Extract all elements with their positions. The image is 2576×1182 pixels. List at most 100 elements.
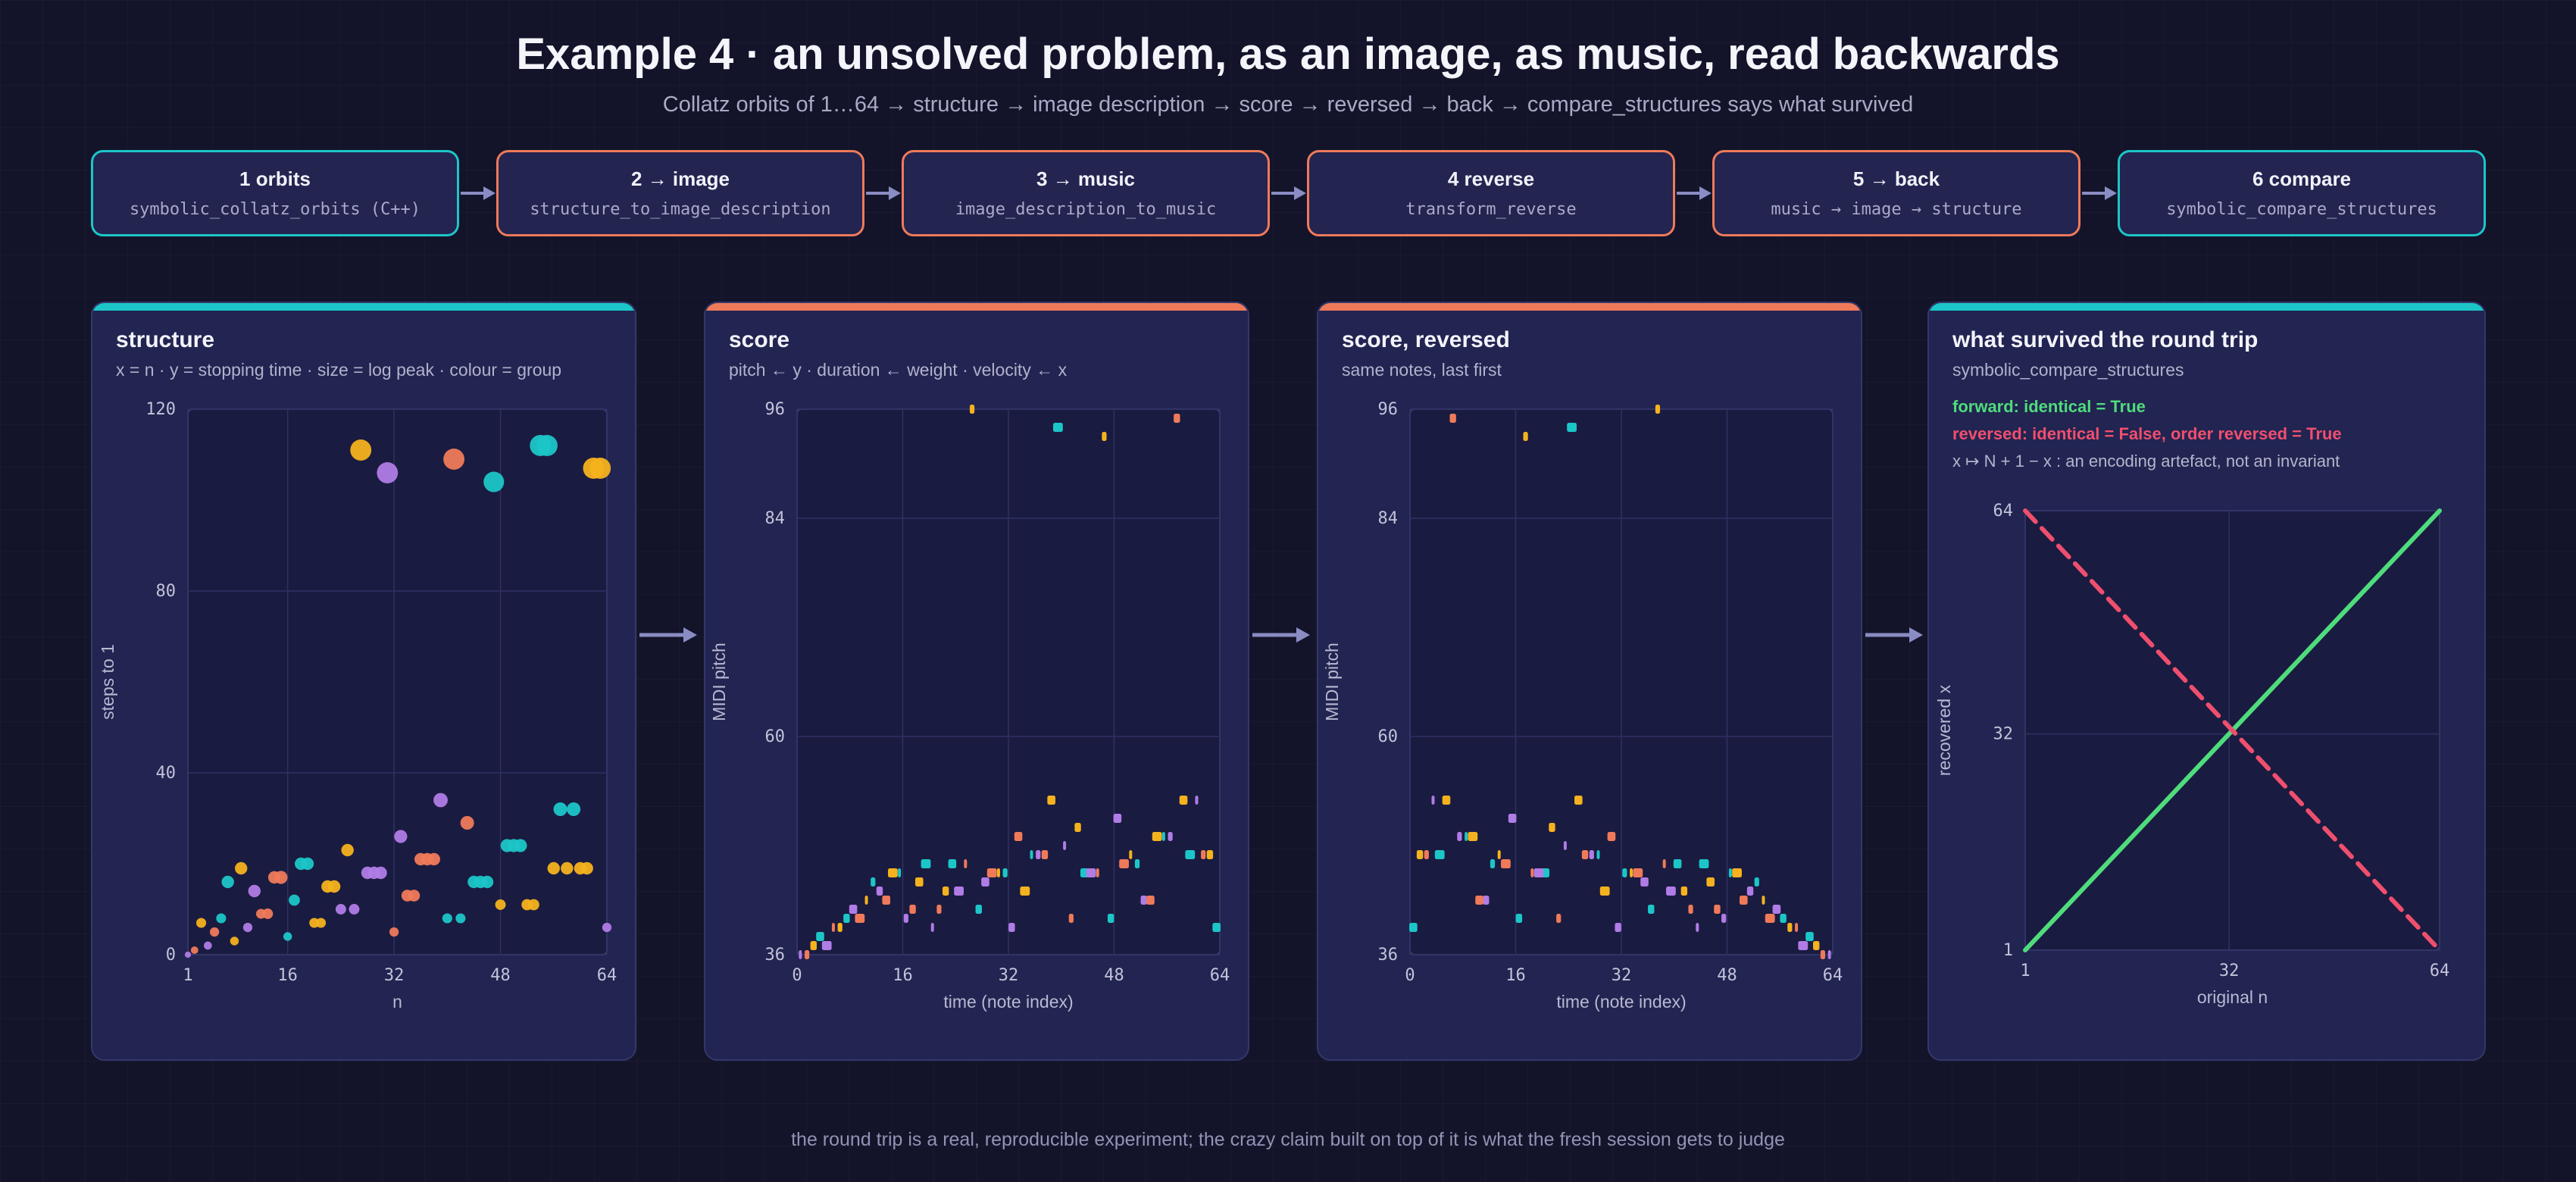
note-mark (921, 859, 931, 868)
forward-result: forward: identical = True (1952, 397, 2146, 416)
step-title: 4 reverse (1447, 167, 1535, 190)
data-point (242, 922, 253, 933)
data-point (427, 852, 440, 866)
data-point (374, 866, 387, 880)
note-mark (843, 914, 850, 923)
x-tick-label: 48 (1717, 966, 1737, 985)
y-tick-label: 32 (1993, 725, 2014, 744)
step-tool: image_description_to_music (955, 200, 1217, 219)
note-mark (837, 923, 843, 932)
data-point (495, 899, 506, 910)
panel-title: score (729, 327, 790, 352)
pipeline-step-image: 2 → image structure_to_image_description (496, 150, 864, 236)
footer-note: the round trip is a real, reproducible e… (791, 1129, 1785, 1150)
note-mark (1581, 850, 1589, 859)
data-point (216, 913, 227, 924)
note-mark (1468, 832, 1478, 841)
y-tick-label: 1 (2003, 941, 2013, 960)
x-tick-label: 0 (792, 966, 802, 985)
note-mark (1185, 850, 1196, 859)
panel-accent-bar (1929, 303, 2484, 311)
page-title: Example 4 · an unsolved problem, as an i… (516, 30, 2060, 79)
y-axis-label: recovered x (1934, 684, 1954, 776)
x-tick-label: 32 (2219, 962, 2240, 980)
note-mark (909, 905, 916, 914)
step-tool: transform_reverse (1405, 200, 1577, 219)
note-mark (1442, 796, 1451, 805)
note-mark (1589, 850, 1594, 859)
arrow-right-icon (1865, 627, 1923, 643)
data-point (350, 439, 372, 461)
note-mark (1728, 868, 1732, 877)
note-mark (1508, 814, 1517, 823)
data-point (230, 937, 239, 946)
panel-subtitle: symbolic_compare_structures (1952, 360, 2184, 380)
arrow-right-icon (1677, 186, 1712, 200)
note-mark (1665, 886, 1676, 896)
data-point (235, 861, 248, 875)
note-mark (1014, 832, 1023, 841)
y-tick-label: 96 (1378, 400, 1399, 419)
reversed-result: reversed: identical = False, order rever… (1952, 424, 2342, 443)
note-mark (1630, 868, 1633, 877)
data-point (455, 913, 466, 924)
note-mark (1772, 905, 1781, 914)
x-axis-label: n (392, 992, 402, 1012)
reversed-note-chart: 0 16 32 48 64 36 60 84 96 time (note index) MIDI p… (1322, 400, 1843, 1012)
note-mark (1424, 850, 1429, 859)
note-mark (1805, 932, 1814, 941)
panel-accent-bar (705, 303, 1248, 311)
note-mark (1827, 950, 1831, 959)
note-mark (1431, 796, 1435, 805)
note-mark (1152, 832, 1162, 841)
x-tick-label: 64 (1823, 966, 1843, 985)
data-point (547, 861, 560, 875)
note-mark (1168, 832, 1173, 841)
arrow-right-icon (866, 186, 901, 200)
y-tick-label: 60 (765, 727, 786, 746)
panel-title: what survived the round trip (1952, 327, 2259, 352)
note-mark (1556, 914, 1562, 923)
x-tick-label: 32 (999, 966, 1019, 985)
panel-subtitle: x = n · y = stopping time · size = log p… (116, 360, 562, 380)
note-mark (1490, 859, 1496, 868)
x-tick-label: 1 (183, 966, 192, 985)
data-point (335, 904, 346, 915)
note-mark (1762, 896, 1765, 905)
note-mark (1574, 796, 1583, 805)
step-tool: symbolic_compare_structures (2166, 200, 2437, 219)
y-tick-label: 84 (765, 509, 786, 528)
pipeline-step-orbits: 1 orbits symbolic_collatz_orbits (C++) (91, 150, 459, 236)
note-mark (1096, 868, 1099, 877)
data-point (341, 843, 354, 857)
note-mark (1052, 423, 1063, 432)
note-mark (1754, 877, 1759, 886)
pipeline-step-music: 3 → music image_description_to_music (902, 150, 1270, 236)
note-mark (1607, 832, 1616, 841)
x-tick-label: 32 (1612, 966, 1632, 985)
note-mark (1765, 914, 1775, 923)
note-mark (1457, 832, 1462, 841)
x-tick-label: 48 (490, 966, 511, 985)
note-mark (1409, 923, 1418, 932)
survived-line-chart: 1 32 64 1 32 64 original n recovered x (1934, 502, 2449, 1007)
data-point (553, 802, 567, 817)
note-mark (1465, 832, 1468, 841)
note-mark (804, 950, 810, 959)
page-subtitle: Collatz orbits of 1…64 → structure → ima… (662, 92, 1914, 117)
panel-accent-bar (92, 303, 635, 311)
note-mark (816, 932, 824, 941)
note-mark (821, 941, 832, 950)
note-mark (1134, 859, 1140, 868)
note-mark (1673, 859, 1682, 868)
panel-title: structure (116, 327, 215, 352)
step-tool: music → image → structure (1771, 200, 2022, 219)
note-mark (1146, 896, 1155, 905)
reversed-series-line (2023, 508, 2442, 952)
note-mark (1549, 823, 1555, 832)
arrow-right-icon (1252, 627, 1310, 643)
panel-accent-bar (1318, 303, 1861, 311)
note-mark (1063, 841, 1067, 850)
note-mark (1036, 850, 1041, 859)
note-mark (1648, 905, 1655, 914)
